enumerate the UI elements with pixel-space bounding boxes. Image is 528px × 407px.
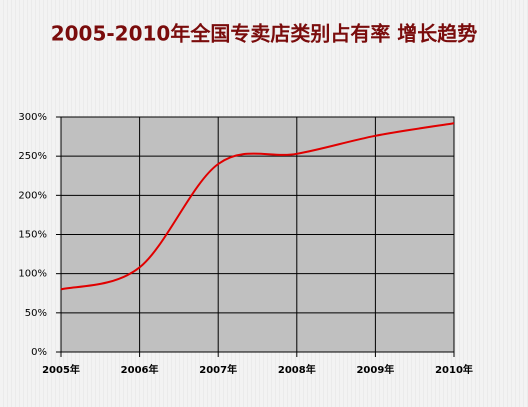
plot-border [60,116,455,353]
x-tick-label: 2006年 [121,363,159,376]
x-tick-label: 2007年 [199,363,237,376]
y-tick-label: 300% [18,112,47,123]
x-tick-label: 2005年 [42,363,80,376]
chart-title: 2005-2010年全国专卖店类别占有率 增长趋势 [51,22,478,46]
y-tick-label: 0% [31,347,47,358]
line [60,122,455,291]
y-tick-label: 200% [18,190,47,201]
y-tick-label: 250% [18,151,47,162]
y-tick-label: 150% [18,230,47,241]
y-tick-label: 50% [25,308,47,319]
x-tick-label: 2009年 [356,363,394,376]
x-tick-label: 2010年 [435,363,473,376]
x-tick-label: 2008年 [278,363,316,376]
y-tick-label: 100% [18,269,47,280]
